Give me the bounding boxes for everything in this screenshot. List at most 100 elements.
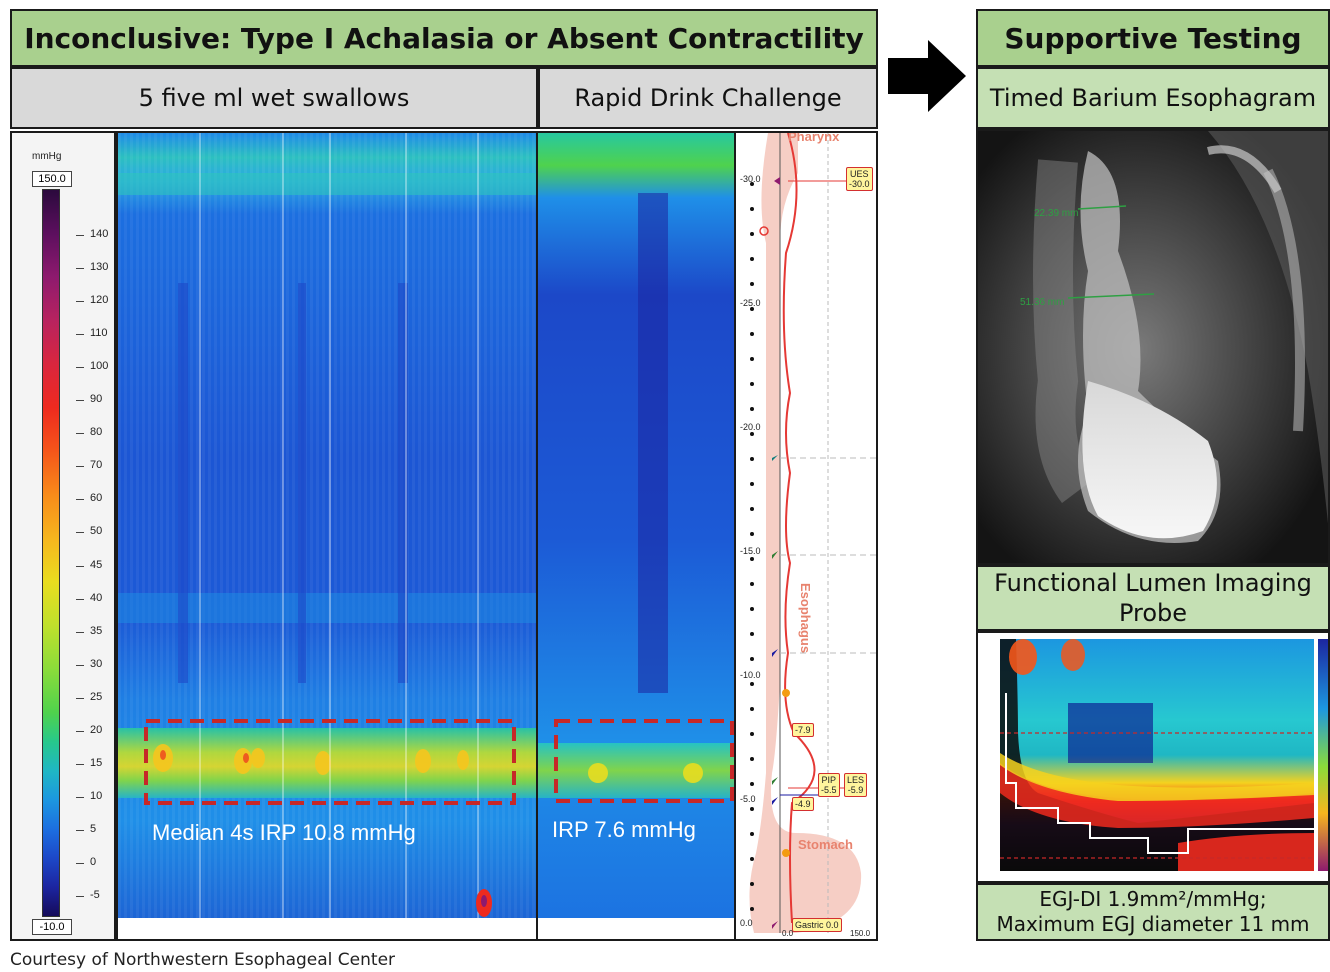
pip-tag: PIP -5.5 [818, 773, 840, 797]
scale-tick-label: 15 [90, 756, 103, 769]
scale-tick-mark [76, 862, 84, 864]
scale-tick-label: 30 [90, 657, 103, 670]
scale-unit: mmHg [32, 151, 62, 162]
hrm-rapid-drink-plot: IRP 7.6 mmHg [536, 131, 736, 941]
gastric-tag: Gastric 0.0 [792, 918, 842, 932]
pharynx-label: Pharynx [788, 131, 840, 144]
scale-tick-mark [76, 565, 84, 567]
scale-tick-mark [76, 697, 84, 699]
sensor-dot [750, 732, 754, 736]
sensor-dot [750, 432, 754, 436]
barium-xray-image: 22.39 mm 51.36 mm [976, 129, 1330, 565]
scale-tick-mark [76, 334, 84, 336]
sensor-dot [750, 257, 754, 261]
flip-heatmap [976, 631, 1330, 883]
profile-position-label: -5.0 [740, 794, 756, 804]
scale-tick-mark [76, 400, 84, 402]
scale-tick-label: 110 [90, 327, 108, 340]
flip-header: Functional Lumen Imaging Probe [976, 565, 1330, 631]
sensor-dot [750, 582, 754, 586]
sensor-dot [750, 607, 754, 611]
sensor-dot [750, 307, 754, 311]
scale-tick-label: 0 [90, 855, 97, 868]
sensor-dot [750, 457, 754, 461]
pressure-colorbar [42, 189, 60, 917]
scale-tick-label: 100 [90, 360, 109, 373]
flip-heatmap-svg [1000, 639, 1328, 881]
profile-axis-left: 0.0 [782, 929, 794, 938]
hrm-wet-swallows-plot: Median 4s IRP 10.8 mmHg [116, 131, 538, 941]
hrm-rapid-drink-svg: IRP 7.6 mmHg [538, 133, 734, 939]
right-arrow-icon [888, 40, 966, 112]
scale-tick-label: 5 [90, 822, 97, 835]
profile-position-label: -30.0 [740, 174, 761, 184]
barium-esophagram-header: Timed Barium Esophagram [976, 67, 1330, 129]
barium-xray-svg: 22.39 mm 51.36 mm [978, 131, 1328, 563]
sensor-dot [750, 882, 754, 886]
scale-tick-label: 50 [90, 525, 103, 538]
scale-tick-mark [76, 235, 84, 236]
flip-caption-line2: Maximum EGJ diameter 11 mm [996, 912, 1310, 936]
sensor-dot [750, 857, 754, 861]
sensor-dot [750, 557, 754, 561]
scale-tick-label: 45 [90, 558, 103, 571]
scale-tick-mark [76, 796, 84, 798]
sensor-dot [750, 232, 754, 236]
scale-tick-mark [76, 301, 84, 303]
scale-tick-label: 10 [90, 789, 103, 802]
wet-swallows-header: 5 five ml wet swallows [10, 67, 538, 129]
marker-upper-tag: -7.9 [792, 723, 814, 737]
scale-tick-mark [76, 367, 84, 369]
scale-tick-mark [76, 466, 84, 468]
sensor-dot [750, 182, 754, 186]
pressure-scale-panel: mmHg 150.0 -10.0 140 130 120 110 100 90 80 70 60… [10, 131, 116, 941]
sensor-dot [750, 657, 754, 661]
sensor-dot [750, 707, 754, 711]
scale-tick-mark [76, 631, 84, 633]
scale-tick-mark [76, 763, 84, 765]
credit-line: Courtesy of Northwestern Esophageal Cent… [10, 950, 396, 970]
scale-tick-mark [76, 896, 84, 897]
sensor-dot [750, 282, 754, 286]
scale-tick-mark [76, 829, 84, 831]
flip-caption-line1: EGJ-DI 1.9mm²/mmHg; [1039, 887, 1267, 911]
scale-tick-label: 140 [90, 228, 109, 240]
sensor-dot [750, 382, 754, 386]
scale-tick-mark [76, 268, 84, 270]
flip-caption: EGJ-DI 1.9mm²/mmHg; Maximum EGJ diameter… [976, 883, 1330, 941]
sensor-dot [750, 332, 754, 336]
scale-tick-label: 40 [90, 591, 103, 604]
scale-tick-label: 35 [90, 624, 103, 637]
scale-tick-mark [76, 598, 84, 600]
scale-max-label: 150.0 [32, 171, 72, 187]
measurement-lower: 51.36 mm [1020, 297, 1064, 308]
profile-axis-right: 150.0 [850, 929, 871, 938]
sensor-dot [750, 782, 754, 786]
sensor-dot [750, 482, 754, 486]
irp-rapid-drink-label: IRP 7.6 mmHg [552, 817, 696, 842]
rapid-drink-header: Rapid Drink Challenge [538, 67, 878, 129]
ues-tag: UES -30.0 [846, 167, 873, 191]
scale-tick-mark [76, 664, 84, 666]
sensor-dot [750, 532, 754, 536]
scale-tick-label: 60 [90, 492, 103, 505]
pressure-profile-svg [749, 133, 876, 933]
sensor-dot [750, 757, 754, 761]
les-tag: LES -5.9 [844, 773, 868, 797]
scale-tick-label: 25 [90, 690, 103, 703]
scale-tick-label: -5 [90, 889, 100, 901]
main-title: Inconclusive: Type I Achalasia or Absent… [10, 9, 878, 67]
esophagus-label: Esophagus [798, 583, 813, 654]
scale-tick-mark [76, 730, 84, 732]
profile-position-label: 0.0 [740, 918, 753, 928]
scale-tick-mark [76, 532, 84, 534]
scale-tick-label: 70 [90, 459, 103, 472]
hrm-wet-swallows-svg: Median 4s IRP 10.8 mmHg [118, 133, 536, 939]
sensor-dot [750, 907, 754, 911]
sensor-dot [750, 632, 754, 636]
irp-wet-swallows-label: Median 4s IRP 10.8 mmHg [152, 820, 416, 845]
stomach-label: Stomach [798, 837, 853, 852]
pressure-profile-panel: -30.0 -25.0 -20.0 -15.0 -10.0 -5.0 0.0 Pharynx… [734, 131, 878, 941]
sensor-dot [750, 682, 754, 686]
marker-lower-tag: -4.9 [792, 797, 814, 811]
